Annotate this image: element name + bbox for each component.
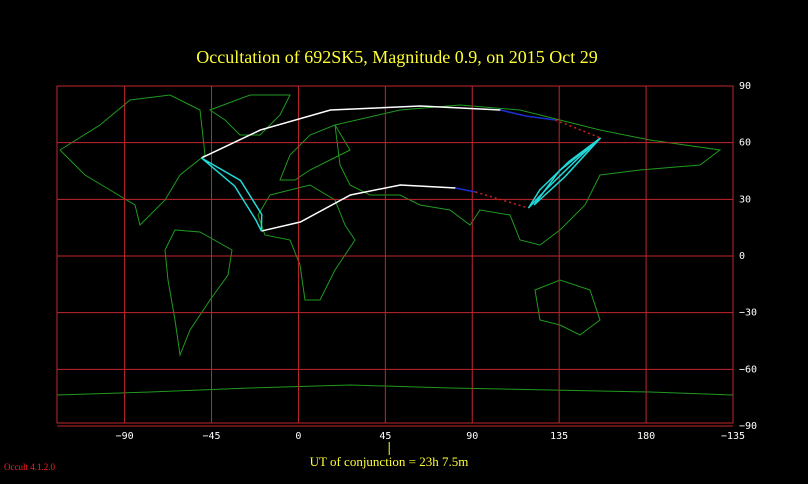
x-tick-label: −135 [721,431,745,442]
version: Occult 4.1.2.0 [4,462,55,472]
track [201,105,501,159]
y-tick-label: 60 [739,138,751,149]
y-tick-label: 90 [739,81,751,92]
track [500,109,556,121]
track [261,184,456,232]
track [455,187,476,193]
x-tick-label: 135 [550,431,568,442]
x-tick-label: 0 [295,431,301,442]
track [555,119,601,139]
x-tick-label: −45 [202,431,220,442]
y-tick-label: −90 [739,421,757,432]
track [200,157,263,232]
x-tick-label: 180 [637,431,655,442]
y-tick-label: 30 [739,194,751,205]
map-frame [56,85,734,424]
x-tick-label: 45 [379,431,391,442]
y-tick-label: −60 [739,364,757,375]
title: Occultation of 692SK5, Magnitude 0.9, on… [196,47,597,67]
x-tick-label: −90 [116,431,134,442]
conjunction-label: UT of conjunction = 23h 7.5m [310,454,469,469]
coastlines [56,94,734,396]
y-tick-label: −30 [739,308,757,319]
track [533,137,602,206]
x-tick-label: 90 [466,431,478,442]
y-tick-label: 0 [739,251,745,262]
track [475,191,529,209]
